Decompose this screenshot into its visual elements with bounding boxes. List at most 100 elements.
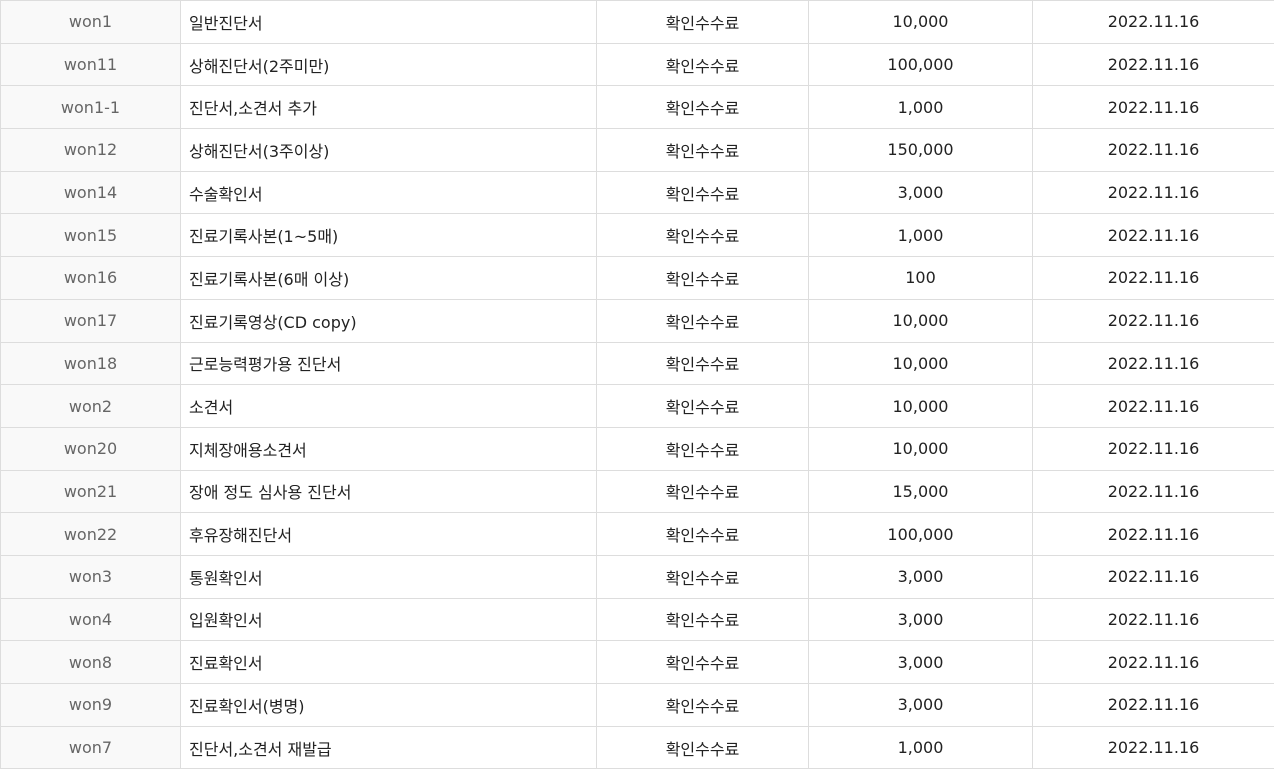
cell-type: 확인수수료 bbox=[596, 426, 809, 471]
table-row: won8 진료확인서 확인수수료 3,000 2022.11.16 bbox=[0, 640, 1274, 684]
cell-code: won8 bbox=[0, 640, 181, 684]
cell-amount: 1,000 bbox=[808, 85, 1033, 130]
cell-date: 2022.11.16 bbox=[1032, 426, 1274, 471]
cell-date: 2022.11.16 bbox=[1032, 384, 1274, 428]
cell-name: 진료기록사본(6매 이상) bbox=[180, 256, 597, 300]
table-row: won21 장애 정도 심사용 진단서 확인수수료 15,000 2022.11.16 bbox=[0, 469, 1274, 514]
cell-code: won3 bbox=[0, 554, 181, 599]
cell-code: won2 bbox=[0, 384, 181, 428]
cell-date: 2022.11.16 bbox=[1032, 341, 1274, 386]
cell-name: 진료확인서(병명) bbox=[180, 683, 597, 727]
cell-amount: 3,000 bbox=[808, 597, 1033, 642]
cell-date: 2022.11.16 bbox=[1032, 128, 1274, 172]
cell-type: 확인수수료 bbox=[596, 683, 809, 727]
table-row: won7 진단서,소견서 재발급 확인수수료 1,000 2022.11.16 bbox=[0, 725, 1274, 770]
cell-type: 확인수수료 bbox=[596, 85, 809, 130]
cell-amount: 3,000 bbox=[808, 554, 1033, 599]
cell-code: won20 bbox=[0, 426, 181, 471]
table-row: won1 일반진단서 확인수수료 10,000 2022.11.16 bbox=[0, 0, 1274, 44]
table-row: won16 진료기록사본(6매 이상) 확인수수료 100 2022.11.16 bbox=[0, 256, 1274, 300]
cell-type: 확인수수료 bbox=[596, 512, 809, 556]
cell-type: 확인수수료 bbox=[596, 256, 809, 300]
table-row: won1-1 진단서,소견서 추가 확인수수료 1,000 2022.11.16 bbox=[0, 85, 1274, 130]
cell-amount: 100,000 bbox=[808, 512, 1033, 556]
cell-code: won4 bbox=[0, 597, 181, 642]
cell-code: won14 bbox=[0, 170, 181, 215]
cell-amount: 100 bbox=[808, 256, 1033, 300]
cell-name: 후유장해진단서 bbox=[180, 512, 597, 556]
cell-code: won1-1 bbox=[0, 85, 181, 130]
cell-amount: 1,000 bbox=[808, 213, 1033, 258]
cell-date: 2022.11.16 bbox=[1032, 725, 1274, 770]
cell-code: won15 bbox=[0, 213, 181, 258]
cell-date: 2022.11.16 bbox=[1032, 42, 1274, 87]
cell-name: 진단서,소견서 추가 bbox=[180, 85, 597, 130]
cell-name: 지체장애용소견서 bbox=[180, 426, 597, 471]
cell-code: won11 bbox=[0, 42, 181, 87]
cell-name: 진료기록사본(1~5매) bbox=[180, 213, 597, 258]
cell-code: won16 bbox=[0, 256, 181, 300]
cell-amount: 10,000 bbox=[808, 341, 1033, 386]
cell-code: won18 bbox=[0, 341, 181, 386]
cell-date: 2022.11.16 bbox=[1032, 85, 1274, 130]
cell-code: won21 bbox=[0, 469, 181, 514]
table-row: won20 지체장애용소견서 확인수수료 10,000 2022.11.16 bbox=[0, 426, 1274, 471]
cell-amount: 150,000 bbox=[808, 128, 1033, 172]
cell-name: 상해진단서(2주미만) bbox=[180, 42, 597, 87]
cell-code: won7 bbox=[0, 725, 181, 770]
cell-amount: 10,000 bbox=[808, 426, 1033, 471]
cell-type: 확인수수료 bbox=[596, 0, 809, 44]
table-row: won17 진료기록영상(CD copy) 확인수수료 10,000 2022.11.1… bbox=[0, 298, 1274, 343]
cell-type: 확인수수료 bbox=[596, 213, 809, 258]
cell-type: 확인수수료 bbox=[596, 469, 809, 514]
table-row: won14 수술확인서 확인수수료 3,000 2022.11.16 bbox=[0, 170, 1274, 215]
cell-name: 일반진단서 bbox=[180, 0, 597, 44]
table-row: won18 근로능력평가용 진단서 확인수수료 10,000 2022.11.16 bbox=[0, 341, 1274, 386]
cell-amount: 3,000 bbox=[808, 683, 1033, 727]
table-row: won22 후유장해진단서 확인수수료 100,000 2022.11.16 bbox=[0, 512, 1274, 556]
cell-name: 장애 정도 심사용 진단서 bbox=[180, 469, 597, 514]
cell-code: won12 bbox=[0, 128, 181, 172]
cell-date: 2022.11.16 bbox=[1032, 256, 1274, 300]
cell-date: 2022.11.16 bbox=[1032, 597, 1274, 642]
cell-type: 확인수수료 bbox=[596, 341, 809, 386]
cell-name: 진단서,소견서 재발급 bbox=[180, 725, 597, 770]
cell-code: won1 bbox=[0, 0, 181, 44]
cell-date: 2022.11.16 bbox=[1032, 170, 1274, 215]
cell-name: 입원확인서 bbox=[180, 597, 597, 642]
cell-name: 진료확인서 bbox=[180, 640, 597, 684]
cell-date: 2022.11.16 bbox=[1032, 683, 1274, 727]
table-row: won4 입원확인서 확인수수료 3,000 2022.11.16 bbox=[0, 597, 1274, 642]
cell-name: 소견서 bbox=[180, 384, 597, 428]
cell-date: 2022.11.16 bbox=[1032, 554, 1274, 599]
cell-type: 확인수수료 bbox=[596, 42, 809, 87]
cell-date: 2022.11.16 bbox=[1032, 213, 1274, 258]
cell-amount: 3,000 bbox=[808, 640, 1033, 684]
cell-type: 확인수수료 bbox=[596, 170, 809, 215]
cell-amount: 10,000 bbox=[808, 298, 1033, 343]
cell-date: 2022.11.16 bbox=[1032, 0, 1274, 44]
cell-name: 근로능력평가용 진단서 bbox=[180, 341, 597, 386]
cell-name: 상해진단서(3주이상) bbox=[180, 128, 597, 172]
cell-type: 확인수수료 bbox=[596, 640, 809, 684]
cell-type: 확인수수료 bbox=[596, 384, 809, 428]
cell-name: 통원확인서 bbox=[180, 554, 597, 599]
cell-amount: 15,000 bbox=[808, 469, 1033, 514]
table-row: won15 진료기록사본(1~5매) 확인수수료 1,000 2022.11.16 bbox=[0, 213, 1274, 258]
cell-date: 2022.11.16 bbox=[1032, 298, 1274, 343]
cell-date: 2022.11.16 bbox=[1032, 469, 1274, 514]
table-row: won3 통원확인서 확인수수료 3,000 2022.11.16 bbox=[0, 554, 1274, 599]
cell-code: won22 bbox=[0, 512, 181, 556]
cell-code: won17 bbox=[0, 298, 181, 343]
cell-amount: 3,000 bbox=[808, 170, 1033, 215]
cell-amount: 10,000 bbox=[808, 0, 1033, 44]
table-row: won12 상해진단서(3주이상) 확인수수료 150,000 2022.11.16 bbox=[0, 128, 1274, 172]
cell-date: 2022.11.16 bbox=[1032, 512, 1274, 556]
cell-type: 확인수수료 bbox=[596, 298, 809, 343]
cell-amount: 100,000 bbox=[808, 42, 1033, 87]
cell-type: 확인수수료 bbox=[596, 725, 809, 770]
cell-name: 수술확인서 bbox=[180, 170, 597, 215]
table-row: won9 진료확인서(병명) 확인수수료 3,000 2022.11.16 bbox=[0, 683, 1274, 727]
